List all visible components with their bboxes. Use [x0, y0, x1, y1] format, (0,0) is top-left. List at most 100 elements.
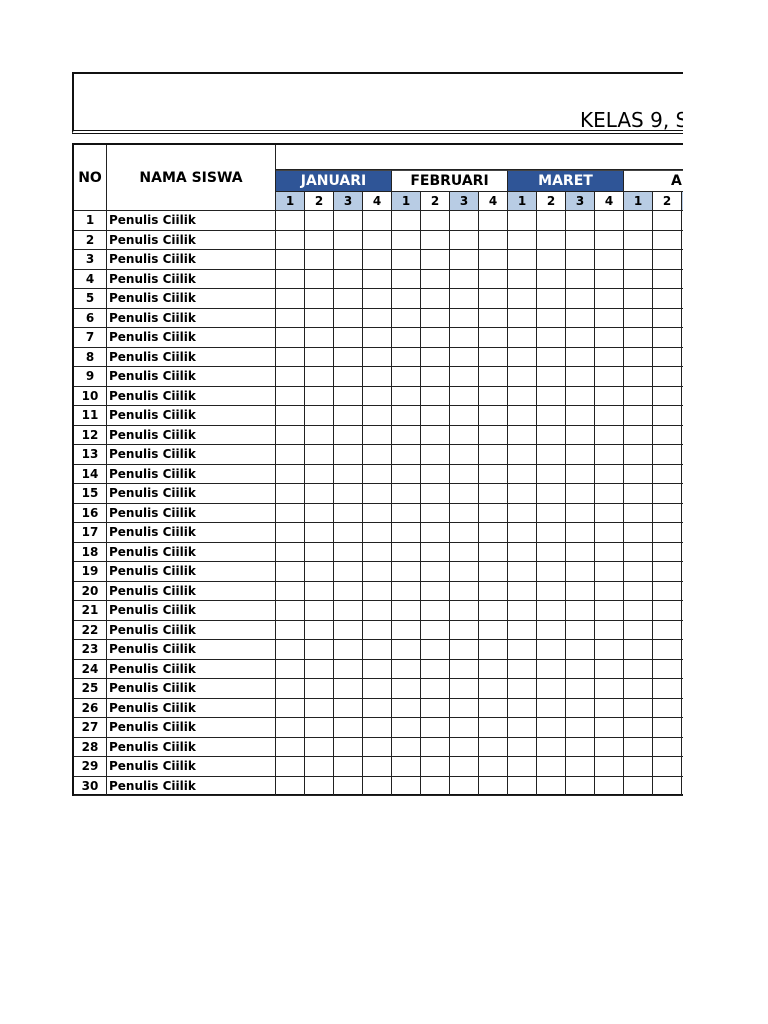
- attendance-cell[interactable]: [566, 718, 595, 738]
- attendance-cell[interactable]: [421, 367, 450, 387]
- attendance-cell[interactable]: [566, 640, 595, 660]
- attendance-cell[interactable]: [508, 386, 537, 406]
- attendance-cell[interactable]: [450, 679, 479, 699]
- attendance-cell[interactable]: [508, 503, 537, 523]
- attendance-cell[interactable]: [508, 698, 537, 718]
- attendance-cell[interactable]: [305, 386, 334, 406]
- attendance-cell[interactable]: [450, 776, 479, 796]
- attendance-cell[interactable]: [450, 620, 479, 640]
- attendance-cell[interactable]: [334, 386, 363, 406]
- attendance-cell[interactable]: [363, 308, 392, 328]
- attendance-cell[interactable]: [624, 425, 653, 445]
- attendance-cell[interactable]: [653, 211, 682, 231]
- attendance-cell[interactable]: [479, 289, 508, 309]
- attendance-cell[interactable]: [450, 386, 479, 406]
- attendance-cell[interactable]: [479, 620, 508, 640]
- attendance-cell[interactable]: [595, 328, 624, 348]
- attendance-cell[interactable]: [566, 328, 595, 348]
- attendance-cell[interactable]: [421, 289, 450, 309]
- attendance-cell[interactable]: [624, 269, 653, 289]
- attendance-cell[interactable]: [363, 386, 392, 406]
- attendance-cell[interactable]: [421, 776, 450, 796]
- attendance-cell[interactable]: [537, 776, 566, 796]
- attendance-cell[interactable]: [682, 660, 683, 679]
- attendance-cell[interactable]: [508, 542, 537, 562]
- attendance-cell[interactable]: [450, 406, 479, 426]
- attendance-cell[interactable]: [653, 484, 682, 504]
- attendance-cell[interactable]: [595, 562, 624, 582]
- attendance-cell[interactable]: [595, 542, 624, 562]
- attendance-cell[interactable]: [566, 425, 595, 445]
- attendance-cell[interactable]: [508, 289, 537, 309]
- attendance-cell[interactable]: [653, 308, 682, 328]
- attendance-cell[interactable]: [450, 425, 479, 445]
- attendance-cell[interactable]: [276, 347, 305, 367]
- attendance-cell[interactable]: [363, 659, 392, 679]
- attendance-cell[interactable]: [276, 562, 305, 582]
- attendance-cell[interactable]: [392, 406, 421, 426]
- attendance-cell[interactable]: [624, 367, 653, 387]
- attendance-cell[interactable]: [537, 347, 566, 367]
- attendance-cell[interactable]: [624, 581, 653, 601]
- attendance-cell[interactable]: [682, 211, 683, 231]
- attendance-cell[interactable]: [653, 425, 682, 445]
- attendance-cell[interactable]: [392, 250, 421, 270]
- attendance-cell[interactable]: [479, 230, 508, 250]
- attendance-cell[interactable]: [624, 679, 653, 699]
- attendance-cell[interactable]: [421, 230, 450, 250]
- attendance-cell[interactable]: [682, 601, 683, 621]
- attendance-cell[interactable]: [305, 230, 334, 250]
- attendance-cell[interactable]: [392, 737, 421, 757]
- attendance-cell[interactable]: [682, 699, 683, 718]
- attendance-cell[interactable]: [595, 445, 624, 465]
- attendance-cell[interactable]: [363, 347, 392, 367]
- attendance-cell[interactable]: [276, 308, 305, 328]
- attendance-cell[interactable]: [595, 581, 624, 601]
- attendance-cell[interactable]: [682, 484, 683, 504]
- attendance-cell[interactable]: [479, 659, 508, 679]
- attendance-cell[interactable]: [624, 406, 653, 426]
- attendance-cell[interactable]: [479, 503, 508, 523]
- attendance-cell[interactable]: [276, 211, 305, 231]
- attendance-cell[interactable]: [421, 211, 450, 231]
- attendance-cell[interactable]: [537, 757, 566, 777]
- attendance-cell[interactable]: [508, 659, 537, 679]
- attendance-cell[interactable]: [653, 464, 682, 484]
- attendance-cell[interactable]: [421, 503, 450, 523]
- attendance-cell[interactable]: [595, 737, 624, 757]
- attendance-cell[interactable]: [305, 269, 334, 289]
- attendance-cell[interactable]: [334, 679, 363, 699]
- attendance-cell[interactable]: [566, 776, 595, 796]
- attendance-cell[interactable]: [624, 289, 653, 309]
- attendance-cell[interactable]: [595, 757, 624, 777]
- attendance-cell[interactable]: [276, 328, 305, 348]
- attendance-cell[interactable]: [334, 581, 363, 601]
- attendance-cell[interactable]: [479, 562, 508, 582]
- attendance-cell[interactable]: [508, 406, 537, 426]
- attendance-cell[interactable]: [624, 776, 653, 796]
- attendance-cell[interactable]: [566, 269, 595, 289]
- attendance-cell[interactable]: [363, 620, 392, 640]
- attendance-cell[interactable]: [276, 269, 305, 289]
- attendance-cell[interactable]: [450, 445, 479, 465]
- attendance-cell[interactable]: [624, 308, 653, 328]
- attendance-cell[interactable]: [508, 679, 537, 699]
- attendance-cell[interactable]: [566, 289, 595, 309]
- attendance-cell[interactable]: [276, 445, 305, 465]
- attendance-cell[interactable]: [537, 484, 566, 504]
- attendance-cell[interactable]: [595, 425, 624, 445]
- attendance-cell[interactable]: [508, 776, 537, 796]
- attendance-cell[interactable]: [334, 640, 363, 660]
- attendance-cell[interactable]: [305, 211, 334, 231]
- attendance-cell[interactable]: [363, 503, 392, 523]
- attendance-cell[interactable]: [653, 542, 682, 562]
- attendance-cell[interactable]: [421, 542, 450, 562]
- attendance-cell[interactable]: [392, 386, 421, 406]
- attendance-cell[interactable]: [363, 698, 392, 718]
- attendance-cell[interactable]: [624, 484, 653, 504]
- attendance-cell[interactable]: [276, 718, 305, 738]
- attendance-cell[interactable]: [450, 308, 479, 328]
- attendance-cell[interactable]: [363, 562, 392, 582]
- attendance-cell[interactable]: [537, 620, 566, 640]
- attendance-cell[interactable]: [334, 445, 363, 465]
